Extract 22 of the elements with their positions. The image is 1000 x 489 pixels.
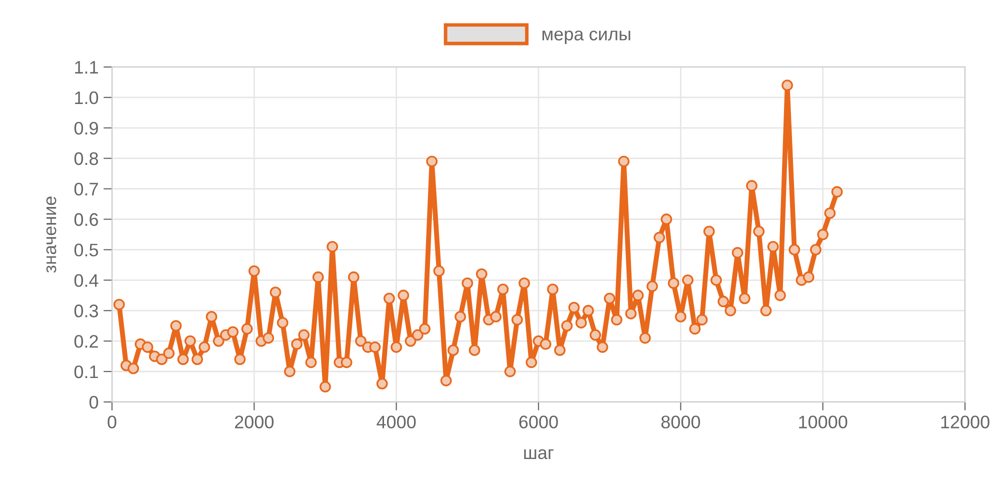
x-tick-label: 12000 — [941, 416, 990, 428]
y-tick-label: 1.1 — [75, 61, 98, 74]
legend-label: мера силы — [542, 30, 630, 44]
y-axis-title: значение — [46, 196, 56, 273]
x-tick-label: 2000 — [234, 416, 274, 428]
y-tick-label: 1.0 — [75, 91, 98, 104]
y-tick-label: 0.9 — [74, 122, 98, 135]
x-tick-label: 0 — [108, 416, 116, 428]
y-tick-label: 0.1 — [74, 365, 98, 378]
y-tick-label: 0.4 — [74, 274, 98, 287]
y-tick-label: 0 — [89, 396, 98, 409]
y-tick-label: 0.2 — [74, 334, 98, 348]
y-tick-label: 0.7 — [74, 182, 98, 196]
y-tick-label: 0.3 — [74, 304, 98, 318]
x-tick-label: 4000 — [376, 416, 416, 428]
x-tick-label: 10000 — [799, 416, 848, 428]
y-tick-label: 0.5 — [74, 244, 98, 256]
x-axis-title: шаг — [524, 449, 554, 460]
y-tick-label: 0.6 — [74, 213, 98, 226]
x-tick-label: 8000 — [661, 416, 700, 428]
y-tick-label: 0.8 — [74, 152, 98, 166]
x-tick-label: 6000 — [519, 416, 558, 428]
